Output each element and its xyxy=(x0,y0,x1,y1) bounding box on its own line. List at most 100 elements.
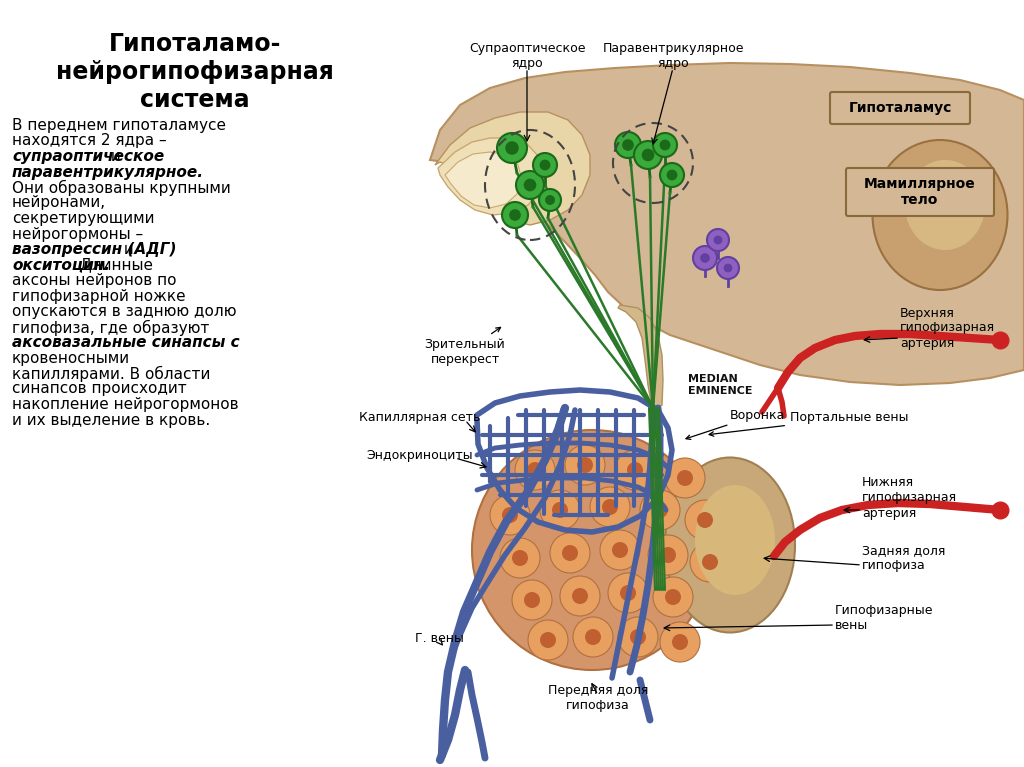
Circle shape xyxy=(714,235,722,245)
Circle shape xyxy=(608,573,648,613)
Circle shape xyxy=(528,620,568,660)
FancyBboxPatch shape xyxy=(830,92,970,124)
Circle shape xyxy=(653,577,693,617)
Circle shape xyxy=(612,542,628,558)
Circle shape xyxy=(640,490,680,530)
Text: Гипоталамо-: Гипоталамо- xyxy=(109,32,282,56)
Circle shape xyxy=(615,450,655,490)
Text: накопление нейрогормонов: накопление нейрогормонов xyxy=(12,397,239,412)
Text: Они образованы крупными: Они образованы крупными xyxy=(12,180,230,196)
Text: MEDIAN
EMINENCE: MEDIAN EMINENCE xyxy=(688,374,753,396)
Polygon shape xyxy=(618,305,663,408)
Circle shape xyxy=(540,632,556,648)
Circle shape xyxy=(659,140,671,150)
Circle shape xyxy=(573,617,613,657)
Circle shape xyxy=(527,462,543,478)
Text: Супраоптическое
ядро: Супраоптическое ядро xyxy=(469,42,586,70)
Text: окситоцин.: окситоцин. xyxy=(12,258,110,272)
Circle shape xyxy=(500,538,540,578)
Text: Воронка: Воронка xyxy=(686,409,785,439)
Circle shape xyxy=(685,500,725,540)
Text: кровеносными: кровеносными xyxy=(12,351,130,366)
Text: Эндокриноциты: Эндокриноциты xyxy=(367,449,473,462)
Ellipse shape xyxy=(665,457,795,633)
Polygon shape xyxy=(435,112,590,225)
Text: супраоптическое: супраоптическое xyxy=(12,149,164,164)
Circle shape xyxy=(620,585,636,601)
Circle shape xyxy=(653,133,677,157)
Text: и: и xyxy=(119,242,134,257)
Circle shape xyxy=(502,507,518,523)
Circle shape xyxy=(577,457,593,473)
Ellipse shape xyxy=(472,430,712,670)
Text: аксовазальные синапсы с: аксовазальные синапсы с xyxy=(12,335,240,350)
Circle shape xyxy=(652,502,668,518)
Text: нейрогормоны –: нейрогормоны – xyxy=(12,226,143,242)
Circle shape xyxy=(665,458,705,498)
Circle shape xyxy=(700,253,710,263)
Text: вазопрессин (АДГ): вазопрессин (АДГ) xyxy=(12,242,176,257)
Circle shape xyxy=(545,195,555,205)
Text: паравентрикулярное.: паравентрикулярное. xyxy=(12,164,204,179)
Text: Капиллярная сеть: Капиллярная сеть xyxy=(359,412,480,424)
Circle shape xyxy=(562,545,578,561)
Circle shape xyxy=(724,264,732,272)
Polygon shape xyxy=(445,152,522,208)
Text: и: и xyxy=(106,149,121,164)
Polygon shape xyxy=(438,138,545,215)
Circle shape xyxy=(560,576,600,616)
Ellipse shape xyxy=(695,485,775,595)
Circle shape xyxy=(540,490,580,530)
Text: нейрогипофизарная: нейрогипофизарная xyxy=(56,60,334,84)
Text: Мамиллярное
тело: Мамиллярное тело xyxy=(864,177,976,207)
Circle shape xyxy=(515,450,555,490)
Circle shape xyxy=(512,580,552,620)
Ellipse shape xyxy=(905,160,985,250)
Circle shape xyxy=(634,141,662,169)
Circle shape xyxy=(552,502,568,518)
Circle shape xyxy=(602,499,618,515)
Text: Г. вены: Г. вены xyxy=(415,631,464,644)
Text: и их выделение в кровь.: и их выделение в кровь. xyxy=(12,413,210,427)
Text: гипофизарной ножке: гипофизарной ножке xyxy=(12,288,185,304)
Text: секретирующими: секретирующими xyxy=(12,211,155,226)
Text: синапсов происходит: синапсов происходит xyxy=(12,381,186,397)
Text: Паравентрикулярное
ядро: Паравентрикулярное ядро xyxy=(602,42,743,70)
Circle shape xyxy=(523,179,537,191)
Circle shape xyxy=(512,550,528,566)
Circle shape xyxy=(565,445,605,485)
Text: Верхняя
гипофизарная
артерия: Верхняя гипофизарная артерия xyxy=(900,307,995,350)
Circle shape xyxy=(509,209,521,221)
Text: опускаются в заднюю долю: опускаются в заднюю долю xyxy=(12,304,237,319)
Text: Нижняя
гипофизарная
артерия: Нижняя гипофизарная артерия xyxy=(862,476,957,519)
Polygon shape xyxy=(430,63,1024,385)
Circle shape xyxy=(665,589,681,605)
Circle shape xyxy=(540,160,551,170)
Text: Передняя доля
гипофиза: Передняя доля гипофиза xyxy=(548,684,648,712)
Circle shape xyxy=(590,487,630,527)
Circle shape xyxy=(534,153,557,177)
Text: В переднем гипоталамусе: В переднем гипоталамусе xyxy=(12,118,226,133)
Circle shape xyxy=(539,189,561,211)
Circle shape xyxy=(524,592,540,608)
Circle shape xyxy=(648,535,688,575)
Circle shape xyxy=(623,139,634,151)
Text: находятся 2 ядра –: находятся 2 ядра – xyxy=(12,133,167,149)
Circle shape xyxy=(585,629,601,645)
Circle shape xyxy=(660,163,684,187)
Text: капиллярами. В области: капиллярами. В области xyxy=(12,366,210,382)
Circle shape xyxy=(497,133,527,163)
Text: аксоны нейронов по: аксоны нейронов по xyxy=(12,273,176,288)
Circle shape xyxy=(660,547,676,563)
Circle shape xyxy=(502,202,528,228)
Text: Портальные вены: Портальные вены xyxy=(710,412,908,436)
Circle shape xyxy=(667,170,678,180)
Text: Задняя доля
гипофиза: Задняя доля гипофиза xyxy=(862,544,945,572)
FancyBboxPatch shape xyxy=(846,168,994,216)
Circle shape xyxy=(630,629,646,645)
Text: гипофиза, где образуют: гипофиза, где образуют xyxy=(12,320,209,336)
Text: Длинные: Длинные xyxy=(75,258,153,272)
Circle shape xyxy=(615,132,641,158)
Text: система: система xyxy=(140,88,250,112)
Circle shape xyxy=(490,495,530,535)
